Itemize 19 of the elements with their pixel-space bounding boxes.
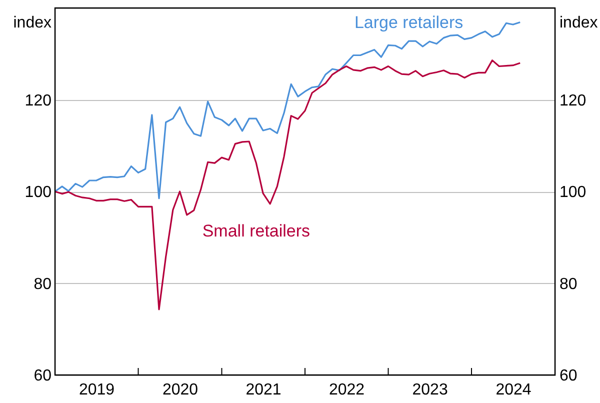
y-axis-title: index — [13, 14, 52, 32]
x-tick-label: 2022 — [328, 382, 365, 398]
y2-tick-label: 120 — [560, 92, 586, 110]
x-tick-label: 2024 — [496, 382, 532, 398]
x-tick-label: 2020 — [162, 382, 198, 398]
y-tick-label: 100 — [24, 184, 52, 201]
y2-tick-label: 60 — [560, 368, 578, 384]
y2-tick-label: 80 — [560, 276, 578, 293]
x-tick-label: 2021 — [246, 382, 282, 398]
x-tick-label: 2019 — [78, 382, 115, 398]
series-label: Large retailers — [354, 13, 464, 32]
y2-axis-title: index — [560, 14, 598, 32]
y-tick-label: 60 — [34, 368, 52, 384]
y-tick-label: 120 — [24, 92, 52, 110]
series-label: Small retailers — [202, 221, 310, 240]
y-tick-label: 80 — [34, 276, 52, 293]
line-series — [54, 60, 521, 310]
x-tick-label: 2023 — [412, 382, 448, 398]
y2-tick-label: 100 — [560, 184, 586, 201]
